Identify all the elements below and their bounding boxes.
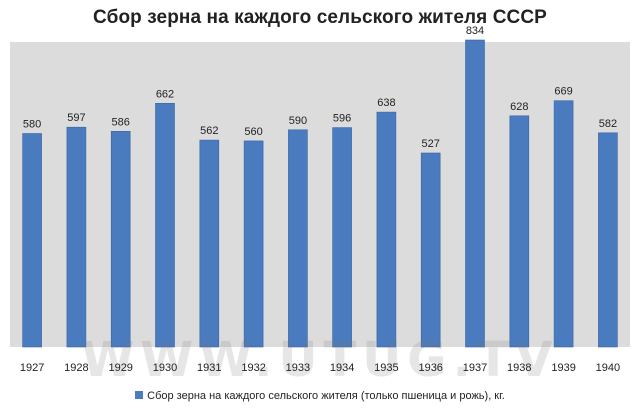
value-label-1927: 580: [23, 119, 41, 131]
x-tick-1939: 1939: [551, 362, 575, 374]
x-axis-ticks: 1927 1928 1929 1930 1931 1932 1933 1934 1935 1936…: [20, 362, 620, 374]
chart-title: Сбор зерна на каждого сельского жителя С…: [93, 7, 547, 28]
bar-1931: [199, 139, 220, 348]
legend-swatch: [135, 391, 144, 399]
x-tick-1934: 1934: [330, 362, 354, 374]
x-tick-1929: 1929: [108, 362, 132, 374]
bar-1933: [288, 129, 308, 348]
x-tick-1938: 1938: [507, 362, 531, 374]
bars-layer: [22, 39, 618, 348]
bar-1939: [553, 100, 574, 348]
bar-1935: [376, 111, 397, 348]
value-labels-layer: 580 597 586 662 562 560 590 596 638 527 834 628 669 5…: [23, 25, 617, 150]
value-label-1936: 527: [422, 138, 440, 150]
bar-1938: [509, 115, 530, 348]
x-tick-1928: 1928: [64, 362, 88, 374]
x-tick-1936: 1936: [418, 362, 442, 374]
value-label-1937: 834: [466, 25, 484, 37]
value-label-1938: 628: [510, 101, 528, 113]
x-tick-1935: 1935: [374, 362, 398, 374]
bar-1929: [110, 131, 131, 348]
bar-1936: [420, 152, 441, 348]
bar-1934: [332, 127, 352, 348]
plot-area: [10, 42, 630, 347]
watermark: WWW.UTUG.TV: [81, 332, 558, 388]
value-label-1933: 590: [289, 115, 307, 127]
bar-1927: [22, 133, 42, 348]
x-tick-1931: 1931: [197, 362, 221, 374]
value-label-1928: 597: [67, 112, 85, 124]
bar-1932: [243, 140, 264, 348]
value-label-1935: 638: [377, 97, 395, 109]
bar-1930: [155, 103, 175, 348]
value-label-1939: 669: [554, 86, 572, 98]
x-tick-1927: 1927: [20, 362, 44, 374]
bar-1937: [465, 39, 485, 348]
bar-1940: [598, 132, 618, 348]
value-label-1929: 586: [112, 116, 130, 128]
legend-label: Сбор зерна на каждого сельского жителя (…: [147, 390, 505, 402]
x-tick-1930: 1930: [153, 362, 177, 374]
x-tick-1937: 1937: [463, 362, 487, 374]
value-label-1931: 562: [200, 125, 218, 137]
value-label-1940: 582: [599, 118, 617, 130]
bar-1928: [66, 126, 87, 348]
x-tick-1933: 1933: [286, 362, 310, 374]
value-label-1932: 560: [244, 126, 262, 138]
x-tick-1940: 1940: [596, 362, 620, 374]
value-label-1934: 596: [333, 113, 351, 125]
value-label-1930: 662: [156, 88, 174, 100]
legend: Сбор зерна на каждого сельского жителя (…: [0, 390, 640, 402]
x-tick-1932: 1932: [241, 362, 265, 374]
